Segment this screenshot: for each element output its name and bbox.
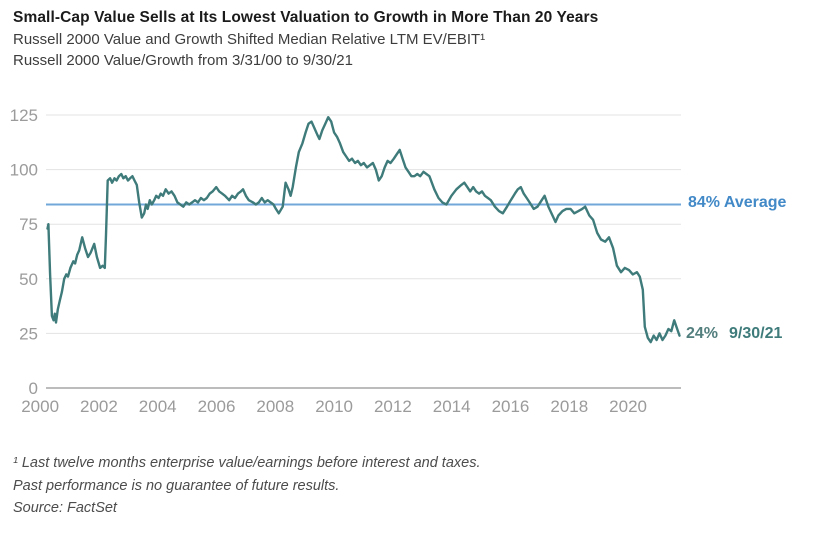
footnote-definition: ¹ Last twelve months enterprise value/ea… <box>13 455 481 471</box>
x-tick-label: 2004 <box>139 397 177 416</box>
valuation-line-chart: 0 25 50 75 100 125 2000 2002 2004 2006 2008 2010 201… <box>10 106 681 416</box>
end-point-value: 24% <box>686 325 719 342</box>
x-tick-label: 2002 <box>80 397 118 416</box>
y-tick-label: 0 <box>29 379 38 398</box>
y-tick-label: 25 <box>19 324 38 343</box>
x-tick-label: 2006 <box>198 397 236 416</box>
y-tick-label: 50 <box>19 270 38 289</box>
end-point-label: 24% 9/30/21 <box>686 325 782 343</box>
average-line-label: 84% Average <box>688 194 787 211</box>
chart-subtitle-metric: Russell 2000 Value and Growth Shifted Me… <box>13 31 486 48</box>
x-tick-label: 2012 <box>374 397 412 416</box>
x-tick-label: 2016 <box>492 397 530 416</box>
y-tick-label: 100 <box>10 161 38 180</box>
end-point-date: 9/30/21 <box>729 325 783 342</box>
y-tick-label: 125 <box>10 106 38 125</box>
page-title: Small-Cap Value Sells at Its Lowest Valu… <box>13 9 599 26</box>
series-line <box>46 116 681 344</box>
x-tick-label: 2008 <box>256 397 294 416</box>
x-tick-label: 2018 <box>550 397 588 416</box>
x-tick-label: 2000 <box>21 397 59 416</box>
x-tick-label: 2014 <box>433 397 471 416</box>
footnotes: ¹ Last twelve months enterprise value/ea… <box>13 452 773 520</box>
y-tick-label: 75 <box>19 215 38 234</box>
footnote-source: Source: FactSet <box>13 500 117 516</box>
x-tick-label: 2010 <box>315 397 353 416</box>
chart-subtitle-daterange: Russell 2000 Value/Growth from 3/31/00 t… <box>13 52 353 69</box>
line-chart-area: 0 25 50 75 100 125 2000 2002 2004 2006 2008 2010 201… <box>0 90 831 435</box>
x-tick-label: 2020 <box>609 397 647 416</box>
footnote-disclaimer: Past performance is no guarantee of futu… <box>13 477 340 494</box>
